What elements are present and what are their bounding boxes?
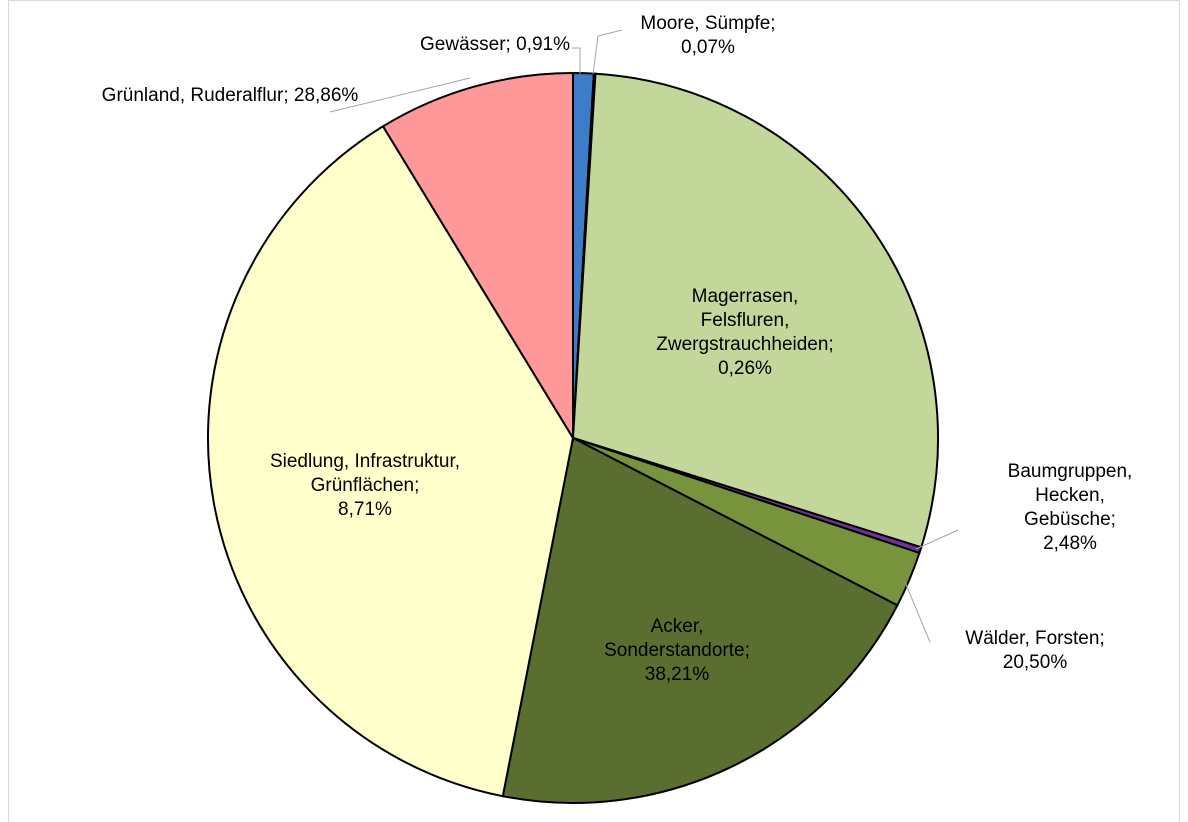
leader-line [572, 47, 581, 74]
value-label: 0,26% [718, 358, 772, 379]
category-label: Moore, Sümpfe; [640, 13, 776, 34]
category-label: Grünland, Ruderalflur; [101, 85, 289, 106]
leader-line [904, 581, 931, 643]
data-label: Gewässer; 0,91% [420, 33, 570, 57]
leader-line [329, 77, 471, 113]
data-label: Moore, Sümpfe; 0,07% [640, 12, 775, 60]
pie-slice [571, 72, 939, 549]
value-label: 2,48% [1043, 533, 1097, 554]
category-label: Siedlung, Infrastruktur, Grünflächen; [269, 451, 461, 496]
value-label: 38,21% [644, 664, 710, 685]
value-label: 28,86% [293, 85, 359, 106]
value-label: 8,71% [338, 499, 392, 520]
frame [8, 0, 1180, 822]
category-label: Wälder, Forsten; [965, 628, 1105, 649]
pie-slice [501, 436, 899, 804]
leader-line [592, 29, 623, 75]
data-label: Baumgruppen, Hecken, Gebüsche; 2,48% [1008, 460, 1133, 556]
data-label: Magerrasen, Felsfluren, Zwergstrauchheid… [656, 285, 833, 381]
category-label: Baumgruppen, Hecken, Gebüsche; [1007, 461, 1133, 530]
value-label: 0,07% [681, 37, 735, 58]
category-label: Magerrasen, Felsfluren, Zwergstrauchheid… [656, 286, 834, 355]
data-label: Wälder, Forsten; 20,50% [965, 627, 1104, 675]
data-label: Siedlung, Infrastruktur, Grünflächen; 8,7… [270, 450, 460, 522]
category-label: Acker, Sonderstandorte; [604, 616, 750, 661]
category-label: Gewässer; [420, 34, 511, 55]
pie-slice [207, 124, 575, 798]
pie-slice [381, 71, 574, 442]
value-label: 0,91% [516, 34, 570, 55]
value-label: 20,50% [1002, 652, 1068, 673]
data-label: Acker, Sonderstandorte; 38,21% [604, 615, 750, 687]
data-label: Grünland, Ruderalflur; 28,86% [102, 84, 359, 108]
leader-line [915, 529, 959, 550]
